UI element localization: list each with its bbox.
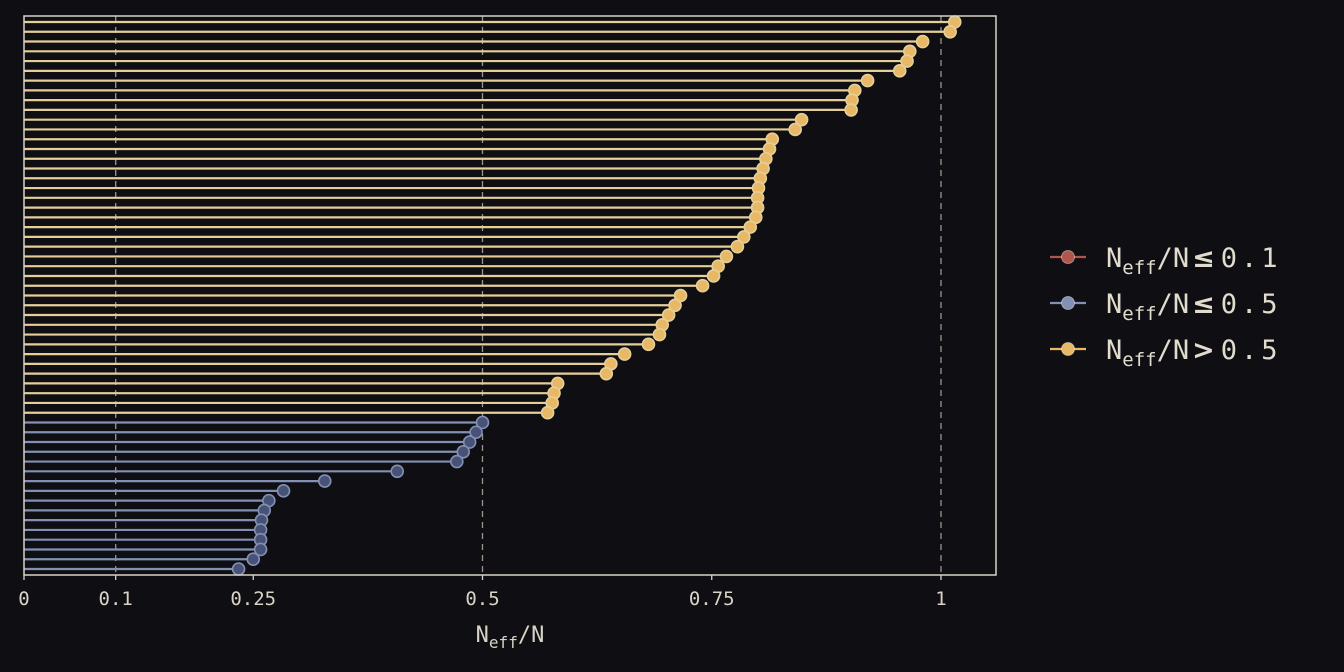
lollipop-point	[943, 24, 957, 39]
lollipop-point	[652, 327, 667, 342]
legend-item-mid: Neff/N ≤0.5	[1050, 289, 1282, 325]
lollipop-point	[668, 298, 682, 313]
x-axis-title-text: Neff/N	[476, 623, 545, 652]
legend-label-base: N	[1106, 335, 1122, 366]
lollipop-point	[469, 425, 483, 440]
x-tick-label: 0.5	[465, 588, 499, 610]
lollipop-point	[390, 464, 405, 479]
lollipop-point	[641, 337, 656, 352]
lollipop-point	[450, 454, 464, 469]
legend-item-high: Neff/N >0.5	[1050, 335, 1282, 371]
lollipop-point	[743, 220, 758, 234]
legend-label-rest: /N	[1157, 289, 1190, 320]
legend-label-base: N	[1106, 289, 1122, 320]
x-axis-title-rest: /N	[518, 623, 545, 648]
legend-marker	[1061, 250, 1075, 264]
legend-label-operator: ≤	[1192, 243, 1215, 274]
legend-label-rest: /N	[1157, 335, 1190, 366]
lollipop-point	[706, 269, 721, 283]
legend-label-operator: >	[1192, 335, 1215, 366]
lollipop-point	[737, 230, 751, 244]
x-axis-title-subscript: eff	[489, 633, 518, 652]
lollipop-point	[246, 552, 261, 567]
x-tick-label: 0	[18, 588, 29, 610]
legend-marker	[1061, 342, 1075, 356]
x-axis-title: Neff/N	[476, 623, 545, 652]
lollipop-point	[276, 484, 291, 498]
lollipop-point	[788, 122, 802, 137]
x-tick-label: 0.75	[689, 588, 735, 610]
legend-marker	[1061, 296, 1075, 310]
x-axis-ticks: 0 0.1 0.25 0.5 0.75 1	[18, 575, 947, 610]
legend-label-subscript: eff	[1122, 303, 1156, 325]
lollipop-point	[794, 112, 809, 127]
legend-label-operator: ≤	[1192, 289, 1215, 320]
lollipop-point	[915, 34, 930, 49]
lollipop-point	[844, 103, 858, 117]
legend-label-base: N	[1106, 243, 1122, 274]
lollipop-point	[892, 64, 907, 78]
lollipop-points	[231, 15, 962, 576]
legend-label-value: 0.1	[1221, 243, 1282, 274]
legend-label-value: 0.5	[1221, 335, 1282, 366]
lollipop-point	[661, 308, 676, 322]
lollipop-point	[599, 366, 614, 381]
lollipop-point	[253, 542, 268, 557]
lollipop-point	[730, 239, 745, 254]
lollipop-point	[456, 444, 471, 459]
legend-label-rest: /N	[1157, 243, 1190, 274]
lollipop-point	[860, 73, 875, 88]
legend-label-subscript: eff	[1122, 349, 1156, 371]
lollipop-point	[900, 54, 914, 68]
legend-label: Neff/N ≤0.5	[1106, 289, 1282, 325]
lollipop-point	[475, 415, 490, 430]
lollipop-point	[617, 347, 632, 361]
x-tick-label: 0.25	[230, 588, 276, 610]
legend-label: Neff/N >0.5	[1106, 335, 1282, 371]
lollipop-point	[462, 435, 477, 449]
lollipop-point	[719, 249, 734, 264]
legend-label-subscript: eff	[1122, 257, 1156, 279]
lollipop-point	[540, 405, 555, 420]
plot-frame	[23, 15, 997, 576]
x-tick-label: 0.1	[99, 588, 133, 610]
x-tick-label: 1	[935, 588, 946, 610]
x-axis-title-base: N	[476, 623, 489, 648]
lollipop-point	[317, 474, 332, 488]
lollipop-stems	[24, 20, 955, 571]
lollipop-point	[695, 278, 710, 293]
lollipop-point	[231, 562, 246, 576]
legend-label-value: 0.5	[1221, 289, 1282, 320]
legend-item-low: Neff/N ≤0.1	[1050, 243, 1282, 279]
legend-label: Neff/N ≤0.1	[1106, 243, 1282, 279]
